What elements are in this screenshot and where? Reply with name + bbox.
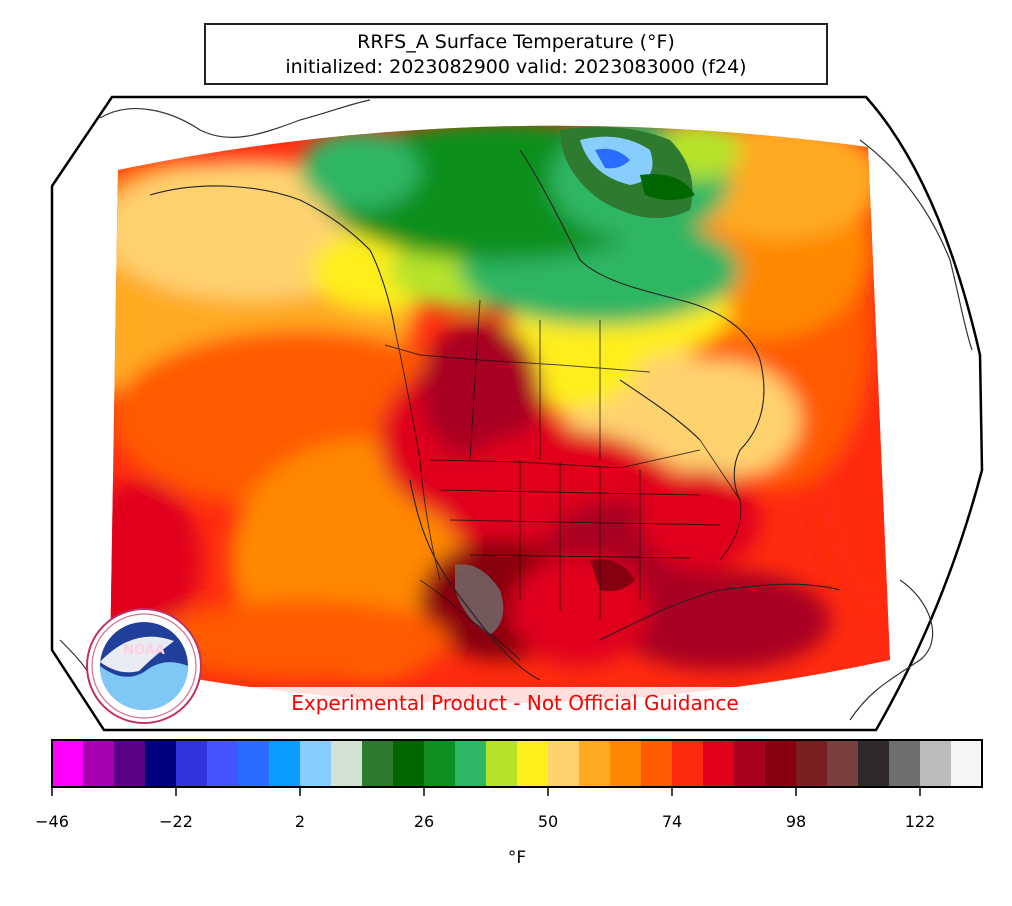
- colorbar-swatch: [920, 740, 952, 787]
- noaa-logo-text: NOAA: [123, 643, 165, 658]
- colorbar-swatch: [858, 740, 890, 787]
- colorbar-swatch: [827, 740, 859, 787]
- colorbar-tick-label: 74: [661, 812, 683, 831]
- colorbar-swatch: [796, 740, 828, 787]
- colorbar-swatch: [641, 740, 673, 787]
- political-boundaries: [384, 299, 742, 661]
- colorbar-swatch: [393, 740, 425, 787]
- colorbar-swatch: [517, 740, 549, 787]
- colorbar-tick-label: 122: [904, 812, 936, 831]
- colorbar-swatch: [889, 740, 921, 787]
- colorbar-swatch: [300, 740, 332, 787]
- title-line-1: RRFS_A Surface Temperature (°F): [357, 31, 675, 53]
- colorbar-tick-label: −22: [159, 812, 193, 831]
- colorbar-swatch: [52, 740, 84, 787]
- colorbar-swatch: [238, 740, 270, 787]
- title-line-2: initialized: 2023082900 valid: 202308300…: [285, 56, 747, 78]
- map-title: RRFS_A Surface Temperature (°F) initiali…: [204, 23, 828, 85]
- temperature-map: NOAA: [50, 95, 984, 732]
- colorbar-unit-label: °F: [507, 848, 527, 868]
- colorbar-tick-label: 98: [785, 812, 807, 831]
- colorbar-swatch: [83, 740, 115, 787]
- colorbar-swatch: [765, 740, 797, 787]
- outer-coastlines: [59, 99, 973, 721]
- colorbar-swatch: [548, 740, 580, 787]
- colorbar-tick-label: −46: [35, 812, 69, 831]
- colorbar-border: [51, 739, 983, 788]
- colorbar-tick-label: 50: [537, 812, 559, 831]
- coastlines: [149, 149, 841, 681]
- colorbar: [51, 739, 983, 796]
- colorbar-swatch: [579, 740, 611, 787]
- colorbar-tick-label: 26: [413, 812, 435, 831]
- colorbar-swatch: [176, 740, 208, 787]
- colorbar-swatch: [951, 740, 983, 787]
- noaa-logo: [86, 608, 202, 724]
- colorbar-swatch: [362, 740, 394, 787]
- colorbar-swatch: [610, 740, 642, 787]
- colorbar-swatch: [114, 740, 146, 787]
- disclaimer-text: Experimental Product - Not Official Guid…: [230, 687, 800, 719]
- colorbar-tick-label: 2: [294, 812, 306, 831]
- colorbar-swatch: [269, 740, 301, 787]
- colorbar-swatch: [734, 740, 766, 787]
- colorbar-swatch: [207, 740, 239, 787]
- colorbar-swatch: [145, 740, 177, 787]
- colorbar-swatch: [672, 740, 704, 787]
- colorbar-swatch: [455, 740, 487, 787]
- colorbar-swatch: [424, 740, 456, 787]
- colorbar-swatch: [703, 740, 735, 787]
- colorbar-swatch: [331, 740, 363, 787]
- colorbar-swatch: [486, 740, 518, 787]
